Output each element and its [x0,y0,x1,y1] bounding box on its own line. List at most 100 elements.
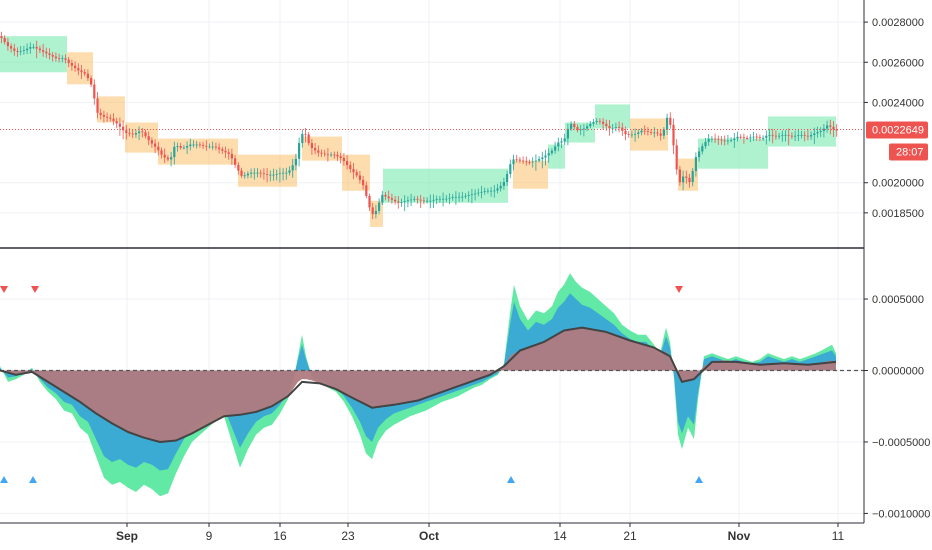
candle [291,158,294,178]
zone-bull-11 [548,144,565,169]
candle [688,173,691,188]
buy-signal-icon [29,476,37,483]
candle [726,134,729,145]
candle [701,143,704,155]
candle [346,155,349,170]
candle [618,121,621,133]
zone-bull-9 [383,168,508,203]
candle [541,151,544,169]
candle [0,31,3,44]
candle [138,126,141,140]
candle [509,159,512,178]
candle [650,129,653,136]
candle [605,119,608,131]
candle [266,168,269,183]
candle [490,186,493,197]
candle [461,191,464,202]
candle [336,151,339,161]
candle [269,170,272,182]
candle [154,139,157,153]
candle [768,128,771,142]
candle [531,157,534,168]
candle [723,135,726,146]
time-label: 11 [832,529,845,543]
candle [720,136,723,145]
candle [496,183,499,194]
price-tick-label: 0.0020000 [872,178,924,190]
candle [598,118,601,125]
candle [576,124,579,133]
candle [173,141,176,165]
candle [186,141,189,155]
candle [595,118,598,125]
candle [259,169,262,178]
candle [141,128,144,138]
candle [96,92,99,119]
candle [3,35,6,45]
candle [189,138,192,151]
oscillator-axis[interactable]: 0.0005000 0.0000000 −0.0005000 −0.0010000 [864,294,930,520]
candle [454,191,457,205]
price-candles [0,31,838,220]
candle [368,193,371,211]
candle [125,124,128,140]
candle [381,190,384,206]
candle [93,79,96,105]
candle [653,127,656,138]
candle [550,148,553,156]
candle [810,131,813,140]
candle [624,126,627,141]
candle [176,142,179,152]
candle [256,168,259,178]
candle [621,122,624,136]
candle [778,132,781,140]
candle [298,137,301,167]
zone-bear-10 [513,160,548,189]
candle [752,131,755,141]
candle [240,167,243,178]
candle [150,137,153,148]
candle [470,188,473,204]
time-axis[interactable]: Sep 9 16 23 Oct 14 21 Nov 11 [116,523,845,543]
candle [285,167,288,180]
candle [38,45,41,54]
candle [464,193,467,199]
grid-lines [0,0,864,522]
candle [109,114,112,122]
candle [134,129,137,138]
candle [294,153,297,171]
candle [355,169,358,178]
candle [826,120,829,133]
candle [835,124,838,137]
candle [637,129,640,139]
candle [83,69,86,77]
candle [525,156,528,166]
sell-signal-icon [0,286,8,293]
candle [362,175,365,190]
candle [131,129,134,139]
candle [694,152,697,177]
candle [672,118,675,155]
candle [262,168,265,180]
candle [646,127,649,136]
sell-signal-icon [675,286,683,293]
candle [48,48,51,60]
candle [397,196,400,209]
countdown-badge [889,143,928,161]
candle [787,128,790,146]
candle [448,193,451,205]
candle [310,138,313,155]
candle [733,133,736,148]
candle [182,144,185,150]
zone-bull-16 [698,138,768,169]
candle [512,154,515,171]
candle [301,129,304,148]
candle [483,187,486,195]
oscillator-tick-label: 0.0000000 [872,365,924,377]
candle [365,181,368,199]
candle [765,130,768,145]
candle [819,127,822,137]
candle [506,170,509,186]
oscillator-tick-label: −0.0010000 [872,508,930,520]
candle [371,203,374,220]
